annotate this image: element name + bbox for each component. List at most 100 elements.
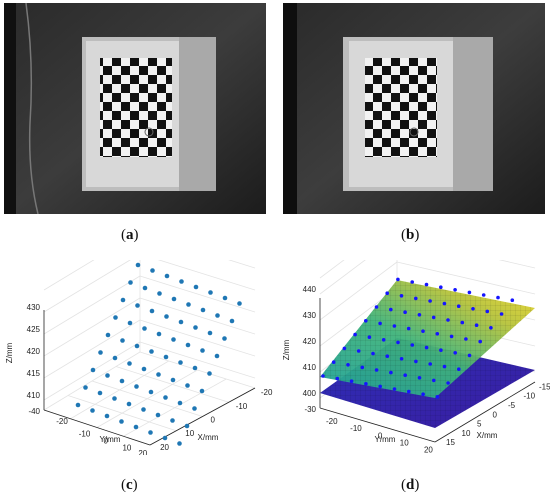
data-point [446, 381, 450, 385]
y-tick-label: 0 [211, 416, 216, 425]
data-point [141, 366, 147, 372]
data-point [134, 384, 139, 389]
data-point [496, 295, 500, 300]
data-point [456, 304, 461, 308]
grid-line [396, 261, 536, 295]
data-point [229, 318, 235, 324]
caption-d: (d) [401, 477, 420, 493]
data-point [162, 435, 168, 441]
data-point [98, 350, 103, 355]
x-tick-label: 0 [103, 437, 108, 446]
data-point [385, 354, 390, 358]
data-point [164, 273, 170, 279]
data-point [331, 360, 336, 364]
photo-b [283, 3, 545, 214]
data-point [474, 323, 479, 327]
data-point [177, 441, 182, 446]
data-point [222, 295, 228, 301]
data-point [142, 285, 148, 291]
data-point [170, 377, 176, 383]
data-point [179, 279, 184, 284]
grid-line [115, 366, 229, 403]
y-tick-label: 0 [493, 410, 498, 419]
grid-line [43, 297, 141, 357]
z-tick-label: 420 [303, 337, 317, 346]
data-point [396, 277, 400, 282]
caption-c: (c) [121, 477, 138, 493]
z-tick-label: 410 [303, 363, 317, 372]
data-point [364, 382, 368, 386]
y-tick-label: -10 [236, 402, 248, 411]
data-point [449, 334, 454, 339]
data-point [457, 367, 461, 371]
y-axis [434, 381, 536, 443]
z-tick-label: 430 [27, 303, 41, 312]
y-tick-label: 15 [446, 438, 455, 447]
data-point [157, 291, 162, 296]
z-tick-label: 410 [27, 391, 41, 400]
y-tick-label: -10 [524, 392, 536, 401]
grid-line [157, 260, 256, 291]
data-point [356, 349, 361, 353]
data-point [200, 307, 206, 313]
data-point [178, 319, 184, 325]
data-point [207, 330, 213, 336]
data-point [134, 343, 140, 349]
data-point [428, 362, 432, 366]
data-point [385, 291, 389, 295]
data-point [485, 309, 490, 314]
data-point [133, 424, 139, 430]
data-point [403, 373, 407, 377]
data-point [349, 379, 354, 383]
data-point [374, 368, 379, 372]
y-tick-label: 5 [477, 420, 482, 429]
data-point [142, 326, 147, 331]
data-point [164, 314, 169, 319]
x-axis-label: Y/mm [100, 435, 121, 444]
x-axis [319, 407, 436, 443]
z-tick-label: 430 [303, 311, 317, 320]
grid-line [123, 378, 227, 437]
data-point [185, 383, 190, 388]
data-point [453, 351, 457, 355]
grid-line [139, 351, 256, 389]
data-point [403, 310, 407, 314]
data-point [119, 419, 124, 424]
data-point [128, 280, 133, 285]
data-point [378, 321, 382, 326]
y-tick-label: -5 [508, 401, 516, 410]
grid-line [139, 297, 256, 335]
data-point [90, 367, 96, 373]
x-tick-label: 10 [400, 439, 409, 448]
grid-line [319, 261, 398, 321]
data-point [127, 320, 133, 326]
grid-line [498, 260, 536, 269]
x-tick-label: -20 [56, 417, 68, 426]
data-point [184, 423, 190, 429]
data-point [453, 288, 457, 292]
x-tick-label: -10 [79, 430, 91, 439]
data-point [104, 413, 110, 419]
data-point [192, 406, 197, 411]
data-point [193, 284, 199, 290]
data-point [435, 332, 440, 336]
data-point [464, 337, 468, 341]
data-point [371, 351, 375, 356]
data-point [431, 315, 436, 320]
data-point [97, 390, 103, 396]
data-point [193, 325, 198, 330]
data-point [163, 354, 169, 360]
upper-surface-mesh [320, 280, 535, 398]
data-point [392, 387, 397, 391]
y-tick-label: 10 [462, 429, 471, 438]
data-point [156, 331, 162, 337]
x-axis-label: Y/mm [375, 435, 396, 444]
data-point [120, 297, 126, 303]
data-point [417, 376, 422, 380]
data-point [421, 392, 425, 396]
data-point [374, 305, 379, 309]
y-axis-label: X/mm [477, 431, 498, 440]
data-point [410, 280, 414, 284]
data-point [414, 359, 418, 364]
